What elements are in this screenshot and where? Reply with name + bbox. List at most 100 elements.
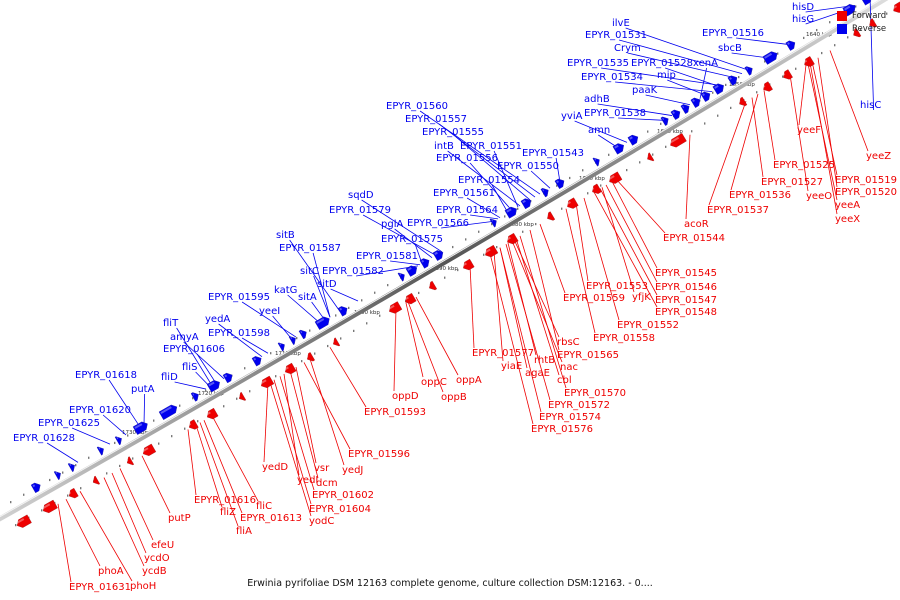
forward-gene-block[interactable] (565, 197, 579, 211)
gene-label-yeea[interactable]: yeeA (835, 200, 860, 211)
reverse-gene-block[interactable] (337, 304, 349, 317)
gene-label-yodc[interactable]: yodC (309, 516, 334, 527)
reverse-gene-block[interactable] (727, 74, 739, 86)
gene-label-epyr-01553[interactable]: EPYR_01553 (586, 281, 648, 292)
reverse-gene-block[interactable] (158, 403, 179, 420)
gene-label-flit[interactable]: fliT (163, 318, 179, 329)
reverse-gene-block[interactable] (251, 354, 263, 367)
gene-label-mip[interactable]: mip (657, 70, 676, 81)
reverse-gene-block[interactable] (432, 248, 445, 261)
gene-label-rbsc[interactable]: rbsC (557, 337, 580, 348)
reverse-gene-block[interactable] (744, 64, 755, 76)
gene-label-hisc[interactable]: hisC (860, 100, 881, 111)
gene-label-epyr-01536[interactable]: EPYR_01536 (729, 190, 791, 201)
gene-label-epyr-01628[interactable]: EPYR_01628 (13, 433, 75, 444)
gene-label-epyr-01595[interactable]: EPYR_01595 (208, 292, 270, 303)
gene-label-sitd[interactable]: sitD (317, 279, 337, 290)
gene-label-yeda[interactable]: yedA (205, 314, 230, 325)
reverse-gene-block[interactable] (190, 391, 201, 402)
gene-label-phoh[interactable]: phoH (130, 581, 156, 592)
gene-label-pgla[interactable]: pglA (381, 219, 403, 230)
gene-label-epyr-01564[interactable]: EPYR_01564 (436, 205, 498, 216)
reverse-gene-block[interactable] (314, 315, 332, 330)
reverse-gene-block[interactable] (504, 205, 519, 219)
gene-label-epyr-01579[interactable]: EPYR_01579 (329, 205, 391, 216)
gene-label-flid[interactable]: fliD (161, 372, 178, 383)
reverse-gene-block[interactable] (206, 378, 222, 393)
gene-label-epyr-01555[interactable]: EPYR_01555 (422, 127, 484, 138)
gene-label-epyr-01602[interactable]: EPYR_01602 (312, 490, 374, 501)
reverse-gene-block[interactable] (114, 435, 124, 446)
forward-gene-block[interactable] (205, 407, 219, 421)
forward-gene-block[interactable] (237, 391, 247, 402)
gene-label-amya[interactable]: amyA (170, 332, 199, 343)
gene-label-epyr-01520[interactable]: EPYR_01520 (835, 187, 897, 198)
reverse-gene-block[interactable] (554, 177, 566, 190)
reverse-gene-block[interactable] (30, 481, 42, 494)
reverse-gene-block[interactable] (700, 90, 712, 102)
forward-gene-block[interactable] (67, 487, 79, 500)
gene-label-epyr-01570[interactable]: EPYR_01570 (564, 388, 626, 399)
gene-label-epyr-01547[interactable]: EPYR_01547 (655, 295, 717, 306)
gene-label-xena[interactable]: xenA (693, 58, 718, 69)
gene-label-putp[interactable]: putP (168, 513, 191, 524)
reverse-gene-block[interactable] (690, 96, 702, 108)
reverse-gene-block[interactable] (419, 257, 431, 269)
forward-gene-block[interactable] (645, 152, 655, 163)
reverse-gene-block[interactable] (660, 115, 671, 126)
gene-label-yfjk[interactable]: yfjK (632, 292, 651, 303)
gene-label-epyr-01587[interactable]: EPYR_01587 (279, 243, 341, 254)
forward-gene-block[interactable] (483, 244, 499, 259)
gene-label-epyr-01618[interactable]: EPYR_01618 (75, 370, 137, 381)
reverse-gene-block[interactable] (860, 0, 874, 6)
gene-label-epyr-01548[interactable]: EPYR_01548 (655, 307, 717, 318)
gene-label-epyr-01581[interactable]: EPYR_01581 (356, 251, 418, 262)
gene-label-epyr-01556[interactable]: EPYR_01556 (436, 153, 498, 164)
gene-label-epyr-01534[interactable]: EPYR_01534 (581, 72, 643, 83)
gene-label-epyr-01546[interactable]: EPYR_01546 (655, 282, 717, 293)
reverse-gene-block[interactable] (592, 156, 602, 167)
gene-label-epyr-01527[interactable]: EPYR_01527 (761, 177, 823, 188)
gene-label-yiae[interactable]: yiaE (501, 361, 522, 372)
gene-label-epyr-01572[interactable]: EPYR_01572 (548, 400, 610, 411)
reverse-gene-block[interactable] (222, 371, 234, 384)
forward-gene-block[interactable] (590, 183, 602, 196)
gene-label-epyr-01551[interactable]: EPYR_01551 (460, 141, 522, 152)
forward-gene-block[interactable] (387, 301, 403, 316)
reverse-gene-block[interactable] (397, 271, 407, 282)
gene-label-epyr-01596[interactable]: EPYR_01596 (348, 449, 410, 460)
reverse-gene-block[interactable] (288, 334, 298, 345)
gene-label-epyr-01554[interactable]: EPYR_01554 (458, 175, 520, 186)
gene-label-yeeo[interactable]: yeeO (806, 191, 832, 202)
reverse-gene-block[interactable] (53, 469, 63, 480)
forward-gene-block[interactable] (91, 475, 101, 486)
gene-label-epyr-01559[interactable]: EPYR_01559 (563, 293, 625, 304)
gene-label-epyr-01616[interactable]: EPYR_01616 (194, 495, 256, 506)
forward-gene-block[interactable] (668, 133, 687, 149)
forward-gene-block[interactable] (427, 280, 438, 292)
reverse-gene-block[interactable] (298, 328, 309, 340)
reverse-gene-block[interactable] (489, 217, 499, 228)
gene-label-oppc[interactable]: oppC (421, 377, 447, 388)
reverse-gene-block[interactable] (67, 461, 77, 473)
gene-label-epyr-01625[interactable]: EPYR_01625 (38, 418, 100, 429)
gene-label-cbl[interactable]: cbl (557, 375, 572, 386)
gene-label-yeei[interactable]: yeeI (259, 306, 280, 317)
gene-label-epyr-01598[interactable]: EPYR_01598 (208, 328, 270, 339)
forward-gene-block[interactable] (305, 352, 315, 363)
gene-label-epyr-01565[interactable]: EPYR_01565 (557, 350, 619, 361)
forward-gene-block[interactable] (781, 69, 793, 82)
forward-gene-block[interactable] (403, 292, 417, 306)
gene-label-sitb[interactable]: sitB (276, 230, 295, 241)
gene-label-yeez[interactable]: yeeZ (866, 151, 891, 162)
gene-label-epyr-01561[interactable]: EPYR_01561 (433, 188, 495, 199)
forward-gene-block[interactable] (41, 499, 58, 515)
gene-label-paak[interactable]: paaK (632, 85, 658, 96)
gene-label-epyr-01538[interactable]: EPYR_01538 (584, 108, 646, 119)
forward-gene-block[interactable] (283, 362, 297, 376)
forward-gene-block[interactable] (607, 171, 623, 186)
reverse-gene-block[interactable] (405, 264, 419, 277)
gene-label-yedd[interactable]: yedD (262, 462, 288, 473)
reverse-gene-block[interactable] (627, 133, 640, 146)
